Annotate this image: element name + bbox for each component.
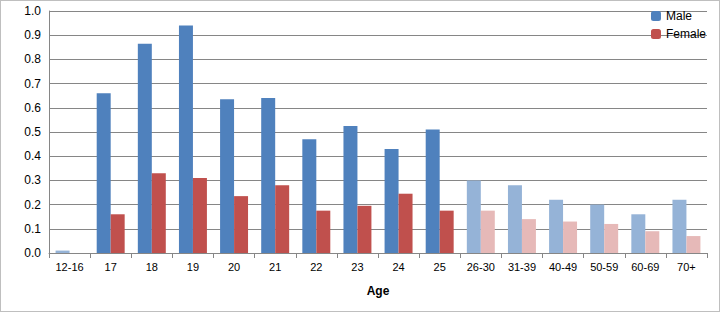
svg-text:Female: Female <box>666 27 706 41</box>
svg-text:18: 18 <box>146 261 158 273</box>
svg-text:0.1: 0.1 <box>24 222 41 236</box>
svg-text:0.7: 0.7 <box>24 77 41 91</box>
svg-text:70+: 70+ <box>677 261 696 273</box>
svg-text:1.0: 1.0 <box>24 4 41 18</box>
svg-text:25: 25 <box>434 261 446 273</box>
svg-text:0.0: 0.0 <box>24 246 41 260</box>
svg-text:17: 17 <box>105 261 117 273</box>
svg-text:40-49: 40-49 <box>549 261 577 273</box>
svg-text:19: 19 <box>187 261 199 273</box>
svg-text:0.6: 0.6 <box>24 101 41 115</box>
svg-text:22: 22 <box>310 261 322 273</box>
svg-text:0.8: 0.8 <box>24 52 41 66</box>
svg-text:24: 24 <box>392 261 404 273</box>
svg-text:12-16: 12-16 <box>55 261 83 273</box>
svg-text:50-59: 50-59 <box>590 261 618 273</box>
svg-text:21: 21 <box>269 261 281 273</box>
svg-text:26-30: 26-30 <box>467 261 495 273</box>
svg-text:Male: Male <box>666 9 692 23</box>
svg-text:Age: Age <box>367 284 390 298</box>
svg-text:0.9: 0.9 <box>24 28 41 42</box>
svg-text:0.3: 0.3 <box>24 173 41 187</box>
svg-text:0.2: 0.2 <box>24 198 41 212</box>
svg-text:60-69: 60-69 <box>631 261 659 273</box>
svg-text:20: 20 <box>228 261 240 273</box>
svg-text:0.5: 0.5 <box>24 125 41 139</box>
svg-text:23: 23 <box>351 261 363 273</box>
svg-text:31-39: 31-39 <box>508 261 536 273</box>
svg-text:0.4: 0.4 <box>24 149 41 163</box>
